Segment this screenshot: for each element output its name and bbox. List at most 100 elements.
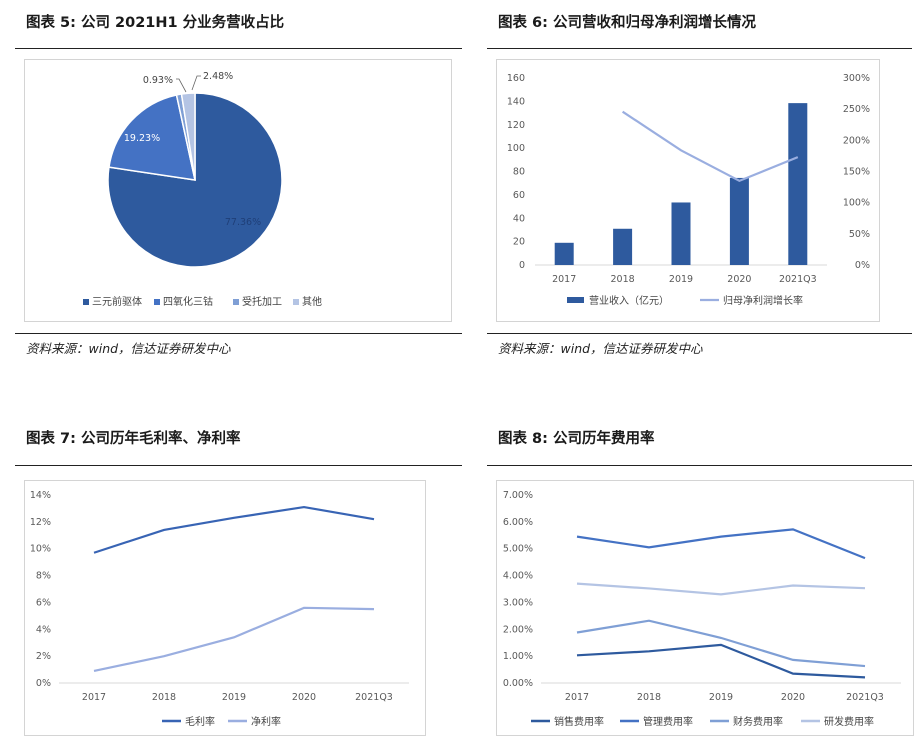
figure-6-source: 资料来源：wind，信达证券研发中心 [498,341,703,356]
x-tick-2017: 2017 [552,274,576,285]
x-tick-2018: 2018 [152,692,176,703]
legend-label-4: 研发费用率 [824,715,874,728]
legend-label-3: 财务费用率 [733,715,783,728]
bar-2017 [554,242,574,265]
legend-label-revenue: 营业收入（亿元） [589,294,669,307]
line-series-4 [576,582,866,596]
x-tick-2018: 2018 [611,274,635,285]
y-tick-10: 10% [30,544,51,555]
x-tick-2020: 2020 [292,692,316,703]
x-tick-2019: 2019 [669,274,693,285]
x-tick-2019: 2019 [222,692,246,703]
y-left-tick-120: 120 [507,120,525,131]
pie-slice-4 [180,92,196,181]
x-tick-2020: 2020 [781,692,805,703]
y-right-tick-100: 100% [843,198,870,209]
x-tick-2021Q3: 2021Q3 [779,274,817,285]
y-left-tick-0: 0 [519,260,525,271]
bar-2021Q3 [788,103,808,265]
y-left-tick-160: 160 [507,73,525,84]
pie-chart: 77.36% 19.23% 0.93% 2.48% 三元前驱体 四氧化三钴 受托加工 其他 [83,71,322,308]
y-tick-8: 8% [36,571,51,582]
revenue-profit-chart: 160 140 120 100 80 60 40 20 0 300% 250% 200% 150% 100… [507,73,870,307]
bar-2019 [671,202,691,265]
y-right-tick-300: 300% [843,73,870,84]
y-tick-5-00: 5.00% [503,544,533,555]
y-left-tick-40: 40 [513,213,525,224]
figure-6-chart-box: 160 140 120 100 80 60 40 20 0 300% 250% 200% 150% 100… [496,59,880,322]
leader-line-3 [176,78,187,93]
expense-ratio-chart: 7.00% 6.00% 5.00% 4.00% 3.00% 2.00% 1.00% 0.00%… [503,490,901,728]
figure-7-chart-box: 14% 12% 10% 8% 6% 4% 2% 0% 2017 2018 2019 2020 2021Q… [24,480,426,736]
y-right-tick-50: 50% [849,229,870,240]
y-right-tick-150: 150% [843,167,870,178]
y-tick-0: 0% [36,678,51,689]
legend-label-1: 毛利率 [185,715,215,728]
figure-8-rule [487,465,912,466]
legend-label-3: 受托加工 [242,295,282,308]
y-right-tick-200: 200% [843,135,870,146]
line-series-1 [93,505,375,554]
figure-6-rule [487,48,912,49]
legend-label-4: 其他 [302,295,322,308]
line-series-2 [93,606,375,672]
bar-2018 [613,228,633,265]
figure-5-rule [15,48,462,49]
y-tick-12: 12% [30,517,51,528]
y-tick-1-00: 1.00% [503,651,533,662]
legend-label-profit-growth: 归母净利润增长率 [723,294,803,307]
legend-label-2: 净利率 [251,715,281,728]
legend-label-1: 销售费用率 [554,715,604,728]
pie-data-label-2: 19.23% [124,133,160,144]
x-tick-2019: 2019 [709,692,733,703]
figure-6-title: 图表 6: 公司营收和归母净利润增长情况 [498,15,756,31]
y-right-tick-0: 0% [855,260,870,271]
pie-data-label-4: 2.48% [203,71,233,82]
y-tick-2-00: 2.00% [503,624,533,635]
bar-2020 [729,177,749,265]
x-tick-2021Q3: 2021Q3 [846,692,884,703]
figure-8-chart-box: 7.00% 6.00% 5.00% 4.00% 3.00% 2.00% 1.00% 0.00%… [496,480,914,736]
line-series-2 [576,528,866,560]
figure-5-source: 资料来源：wind，信达证券研发中心 [26,341,231,356]
legend-swatch-revenue [567,297,584,303]
pie-data-label-1: 77.36% [225,217,261,228]
legend-label-2: 四氧化三钴 [163,295,213,308]
figure-8-title: 图表 8: 公司历年费用率 [498,431,655,447]
line-series-1 [576,643,866,679]
x-tick-2021Q3: 2021Q3 [355,692,393,703]
legend-swatch-3 [233,299,239,305]
x-tick-2020: 2020 [727,274,751,285]
pie-data-label-3: 0.93% [143,75,173,86]
figure-5-title: 图表 5: 公司 2021H1 分业务营收占比 [26,15,285,31]
legend-swatch-1 [83,299,89,305]
line-series-3 [576,619,866,668]
figure-5-chart-box: 77.36% 19.23% 0.93% 2.48% 三元前驱体 四氧化三钴 受托加工 其他 [24,59,452,322]
y-tick-2: 2% [36,651,51,662]
y-tick-0-00: 0.00% [503,678,533,689]
figure-5-bottom-rule [15,333,462,334]
y-left-tick-20: 20 [513,237,525,248]
y-left-tick-80: 80 [513,167,525,178]
pie-slice-2 [108,94,196,181]
legend-swatch-4 [293,299,299,305]
leader-line-4 [191,75,201,91]
y-left-tick-100: 100 [507,143,525,154]
line-series-profit-growth [621,110,799,183]
y-tick-14: 14% [30,490,51,501]
y-tick-4-00: 4.00% [503,571,533,582]
y-right-tick-250: 250% [843,104,870,115]
y-tick-7-00: 7.00% [503,490,533,501]
figure-7-rule [15,465,462,466]
y-tick-3-00: 3.00% [503,597,533,608]
legend-label-1: 三元前驱体 [92,295,142,308]
x-tick-2017: 2017 [565,692,589,703]
margin-chart: 14% 12% 10% 8% 6% 4% 2% 0% 2017 2018 2019 2020 2021Q… [30,490,409,728]
figure-7-title: 图表 7: 公司历年毛利率、净利率 [26,431,241,447]
y-tick-6: 6% [36,597,51,608]
y-left-tick-60: 60 [513,190,525,201]
y-tick-6-00: 6.00% [503,517,533,528]
y-left-tick-140: 140 [507,96,525,107]
y-tick-4: 4% [36,624,51,635]
legend-swatch-2 [154,299,160,305]
